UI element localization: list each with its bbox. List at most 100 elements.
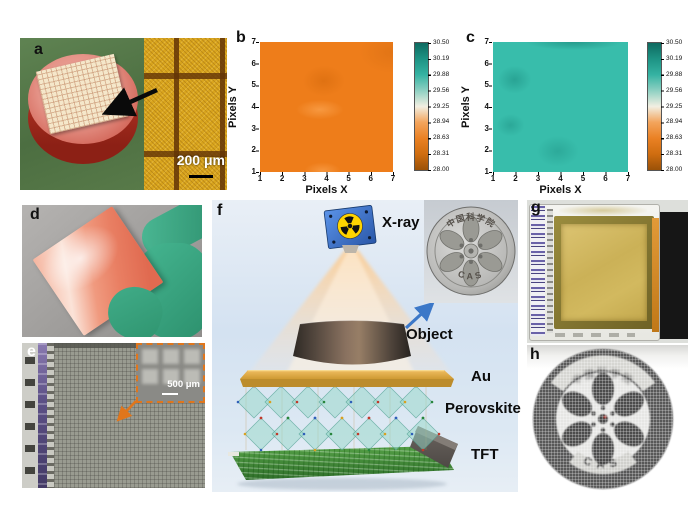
svg-text:CAS: CAS <box>582 455 624 471</box>
cas-coin-photo: 中国科学院 CAS <box>426 206 516 296</box>
heatmap-c-xtick-marks <box>493 172 629 175</box>
y-tick: 7 <box>484 37 489 46</box>
heatmap-b-ytick-marks <box>256 42 259 173</box>
heatmap-b-ytick-labels: 7 6 5 4 3 2 1 <box>242 38 256 176</box>
tft-board <box>228 446 454 480</box>
pixelation-overlay <box>533 349 673 489</box>
x-tick: 2 <box>513 174 518 183</box>
heatmap-c-plot <box>493 42 628 172</box>
x-tick: 1 <box>490 174 496 183</box>
panel-e-label: e <box>27 343 36 360</box>
tft-label: TFT <box>471 446 499 463</box>
x-tick: 2 <box>279 174 285 183</box>
coin-xray-image: 中国科学院 CAS <box>533 349 673 489</box>
panel-h-label: h <box>530 346 540 363</box>
residue-smudge <box>559 205 647 216</box>
x-tick: 5 <box>580 174 586 183</box>
heatmap-c-ytick-labels: 7 6 5 4 3 2 1 <box>475 38 489 176</box>
xray-detector-schematic <box>228 205 458 490</box>
flex-cable-stripe <box>38 343 47 488</box>
heatmap-c-colorbar-ticks <box>661 43 664 171</box>
perovskite-crystal-layer <box>236 382 441 452</box>
panel-g: g <box>527 200 688 343</box>
x-tick: 4 <box>324 174 329 183</box>
object-label: Object <box>406 326 453 343</box>
contact-pads <box>25 357 35 481</box>
x-tick: 3 <box>302 174 307 183</box>
xray-label: X-ray <box>382 214 420 231</box>
pixel-squares <box>142 349 200 384</box>
coin-photo-inset: 中国科学院 CAS <box>424 200 518 303</box>
heatmap-c-ytick-marks <box>489 42 492 173</box>
panel-h: 中国科学院 CAS h <box>527 345 688 495</box>
radiation-icon <box>337 213 363 239</box>
x-tick: 3 <box>535 174 541 183</box>
coin-xray-bottom-text: CAS <box>582 455 618 471</box>
heatmap-c-xlabel: Pixels X <box>539 184 582 196</box>
flex-cable-strip <box>652 218 659 332</box>
device-bottom-marks <box>555 333 635 337</box>
heatmap-c-ylabel: Pixels Y <box>460 86 472 128</box>
scale-bar-label: 200 μm <box>176 152 225 168</box>
x-tick: 7 <box>625 174 631 183</box>
heatmap-c-colorbar <box>647 42 662 171</box>
panel-a-label: a <box>34 41 43 58</box>
heatmap-c-xtick-labels: 1 2 3 4 5 6 7 <box>487 174 634 184</box>
panel-c-label: c <box>466 29 475 46</box>
dark-stage-background <box>658 212 688 339</box>
coin-bottom-text: CAS <box>457 269 483 282</box>
heatmap-b-colorbar-ticks <box>428 43 431 171</box>
y-tick: 1 <box>251 166 256 176</box>
panel-d-label: d <box>30 206 40 223</box>
xray-nozzle <box>342 245 359 253</box>
x-tick: 6 <box>603 174 608 183</box>
contact-pads-secondary <box>47 343 54 488</box>
object-dome <box>293 320 411 365</box>
heatmap-b-ylabel: Pixels Y <box>227 86 239 128</box>
y-tick: 1 <box>484 166 489 176</box>
heatmap-b-xlabel: Pixels X <box>305 184 348 196</box>
panel-f-label: f <box>217 202 223 219</box>
y-tick: 6 <box>484 58 489 68</box>
array-top-edge <box>22 343 205 348</box>
y-tick: 2 <box>484 145 489 155</box>
panel-b-label: b <box>236 29 246 46</box>
inset-pointer-arrow-icon <box>116 400 137 422</box>
y-tick: 5 <box>484 80 489 90</box>
heatmap-b-xtick-marks <box>260 172 394 175</box>
heatmap-c-colorbar-labels: 30.50 30.19 29.88 29.56 29.25 28.94 28.6… <box>666 39 683 173</box>
panel-g-label: g <box>531 200 541 216</box>
panel-e: 500 μm e <box>22 343 205 488</box>
x-tick: 5 <box>346 174 351 183</box>
xray-source-icon <box>323 205 377 249</box>
y-tick: 3 <box>484 123 489 133</box>
y-tick: 4 <box>484 101 489 111</box>
x-tick: 1 <box>257 174 263 183</box>
device-contact-pads <box>531 206 545 336</box>
gold-electrode <box>561 224 647 321</box>
y-tick: 6 <box>251 58 256 68</box>
heatmap-b-colorbar-labels: 30.50 30.19 29.88 29.56 29.25 28.94 28.6… <box>433 39 450 173</box>
svg-text:CAS: CAS <box>457 269 486 282</box>
scale-bar <box>189 175 213 178</box>
y-tick: 7 <box>251 37 256 46</box>
panel-a: 200 μm a <box>20 38 227 190</box>
y-tick: 2 <box>251 145 256 155</box>
au-label: Au <box>471 368 491 385</box>
scale-bar <box>162 392 178 395</box>
heatmap-b-xtick-labels: 1 2 3 4 5 6 7 <box>254 174 399 184</box>
y-tick: 3 <box>251 123 256 133</box>
panel-d: d <box>22 205 202 337</box>
au-electrode-plate <box>240 370 454 387</box>
x-tick: 7 <box>390 174 396 183</box>
perovskite-label: Perovskite <box>445 400 521 417</box>
heatmap-b-colorbar <box>414 42 429 171</box>
pixel-zoom-inset: 500 μm <box>136 343 205 403</box>
object-pointer-arrow-icon <box>404 301 435 330</box>
pointer-arrow-icon <box>101 87 158 117</box>
x-tick: 4 <box>558 174 563 183</box>
gold-microscope-image: 200 μm <box>144 38 227 190</box>
y-tick: 4 <box>251 101 256 111</box>
heatmap-b-plot <box>260 42 393 172</box>
